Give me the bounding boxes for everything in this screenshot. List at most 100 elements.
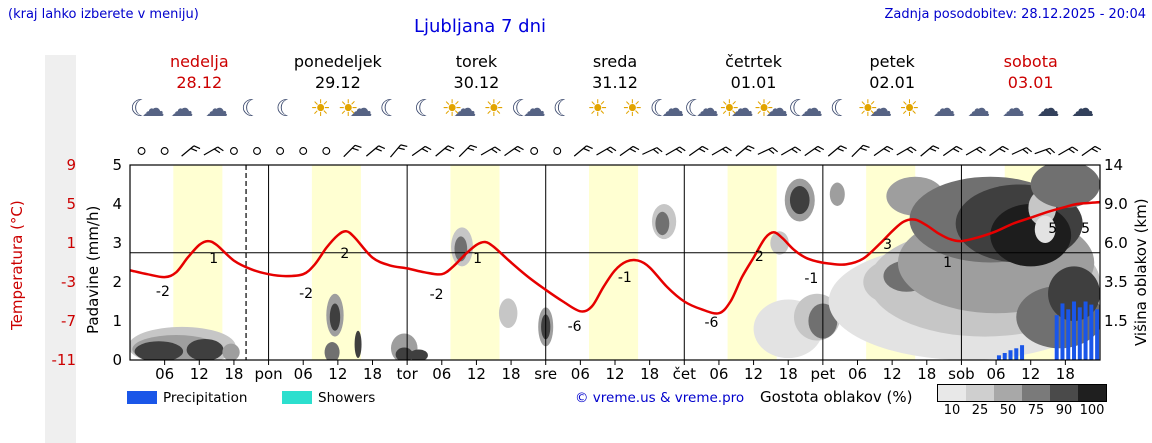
x-tick: sob bbox=[948, 365, 975, 383]
credit-link[interactable]: © vreme.us & vreme.pro bbox=[575, 390, 745, 406]
cloud-height-tick: 14 bbox=[1104, 156, 1124, 174]
wind-barb-icon bbox=[896, 146, 917, 156]
temp-tick: 1 bbox=[66, 234, 76, 252]
weather-icon-suncloud: ☀☁ bbox=[753, 96, 789, 122]
weather-icon-moon: ☾ bbox=[379, 96, 401, 122]
weather-icon-sun: ☀ bbox=[310, 96, 331, 122]
weather-icon-rain: ☁ bbox=[1036, 96, 1060, 122]
x-tick: 06 bbox=[986, 365, 1006, 383]
weather-icon-sun: ☀ bbox=[899, 96, 920, 122]
weather-icon-cloudmoon: ☾☁ bbox=[649, 96, 685, 122]
cloud-height-tick: 6.0 bbox=[1104, 234, 1128, 252]
wind-barb-icon bbox=[203, 146, 224, 156]
wind-barb-icon bbox=[1081, 145, 1102, 157]
weather-icon-cloudmoon: ☾☁ bbox=[511, 96, 546, 122]
x-tick: tor bbox=[396, 365, 418, 383]
cloud-layer bbox=[130, 165, 1100, 360]
x-tick: 12 bbox=[189, 365, 209, 383]
wind-barb-icon bbox=[1058, 146, 1079, 156]
temperature-value-label: -1 bbox=[804, 271, 818, 287]
wind-calm-icon bbox=[276, 147, 285, 155]
temperature-value-label: -6 bbox=[568, 319, 582, 335]
wind-barb-icon bbox=[827, 145, 847, 157]
plot-border bbox=[129, 164, 1101, 361]
cloud-density-label: Gostota oblakov (%) bbox=[760, 388, 913, 406]
weather-icon-moon: ☾ bbox=[829, 96, 851, 122]
wind-barb-icon bbox=[458, 144, 478, 158]
weather-icon-moon: ☾ bbox=[240, 96, 262, 122]
wind-barb-icon bbox=[920, 145, 940, 157]
wind-barb-icon bbox=[942, 145, 963, 157]
x-tick: 18 bbox=[917, 365, 937, 383]
day-date: 02.01 bbox=[869, 73, 916, 92]
wind-barb-icon bbox=[665, 146, 686, 156]
wind-barb-icon bbox=[596, 146, 617, 156]
x-tick: 18 bbox=[362, 365, 383, 383]
page-title: Ljubljana 7 dni bbox=[413, 16, 547, 37]
last-updated: Zadnja posodobitev: 28.12.2025 - 20:04 bbox=[884, 7, 1146, 22]
temperature-value-label: 2 bbox=[340, 246, 349, 262]
temperature-value-label: -2 bbox=[299, 286, 313, 302]
density-tick-label: 100 bbox=[1079, 403, 1105, 418]
weather-icon-cloud: ☁ bbox=[170, 96, 194, 122]
weather-icon-cloudmoon: ☾☁ bbox=[684, 96, 719, 122]
weather-icon-suncloud: ☀☁ bbox=[718, 96, 754, 122]
cloud-height-tick: 3.5 bbox=[1104, 273, 1128, 291]
wind-calm-icon bbox=[322, 147, 331, 155]
precipitation-legend-swatch bbox=[127, 391, 157, 404]
precip-tick: 2 bbox=[112, 273, 122, 291]
weather-icon-cloud: ☁ bbox=[1001, 96, 1025, 122]
day-date: 01.01 bbox=[730, 73, 777, 92]
x-tick: 06 bbox=[570, 365, 590, 383]
x-tick: 06 bbox=[847, 365, 868, 383]
wind-barb-icon bbox=[780, 146, 802, 156]
x-tick: 06 bbox=[155, 365, 175, 383]
temperature-value-label: 1 bbox=[473, 251, 482, 267]
wind-calm-icon bbox=[229, 147, 238, 155]
wind-barb-icon bbox=[1011, 147, 1033, 155]
density-swatch bbox=[938, 385, 966, 401]
density-tick-label: 90 bbox=[1055, 403, 1073, 418]
temp-tick: 9 bbox=[66, 156, 76, 174]
wind-barb-icon bbox=[757, 147, 778, 155]
weather-icon-cloudmoon: ☾☁ bbox=[130, 96, 165, 122]
x-tick: 18 bbox=[778, 365, 798, 383]
weather-icon-cloud: ☁ bbox=[205, 96, 229, 122]
density-tick-label: 25 bbox=[971, 403, 989, 418]
weather-icon-row: ☾☁ ☁ ☁ ☾ ☾ ☀ ☀☁ ☾ ☾ ☀☁ ☀ ☾☁ ☾ ☀ ☀ ☾☁ ☾☁ ☀☁ ☀☁ ☾☁ ☾ ☀☁ ☀ ☁ ☁ ☁ ☁ ☁ bbox=[0, 96, 1152, 138]
x-tick: 18 bbox=[1055, 365, 1075, 383]
wind-barb-icon bbox=[989, 145, 1009, 157]
x-tick: 12 bbox=[466, 365, 486, 383]
precip-tick: 1 bbox=[112, 312, 122, 330]
left-gutter-strip bbox=[45, 55, 76, 443]
weather-icon-moon: ☾ bbox=[275, 96, 297, 122]
weather-icon-rain: ☁ bbox=[1071, 96, 1095, 122]
day-name: petek bbox=[869, 52, 915, 71]
temperature-line bbox=[130, 200, 1100, 315]
weather-icon-sun: ☀ bbox=[483, 96, 505, 122]
day-name: sreda bbox=[592, 52, 638, 71]
wind-barb-icon bbox=[411, 145, 432, 157]
weather-icon-sun: ☀ bbox=[587, 96, 608, 122]
x-tick: čet bbox=[672, 365, 696, 383]
showers-legend-swatch bbox=[282, 391, 312, 404]
density-swatch bbox=[994, 385, 1022, 401]
day-name: ponedeljek bbox=[293, 52, 382, 71]
temperature-value-label: 3 bbox=[883, 237, 892, 253]
day-name: četrtek bbox=[725, 52, 782, 71]
x-tick: pet bbox=[810, 365, 836, 383]
wind-barb-icon bbox=[642, 147, 663, 155]
day-name: nedelja bbox=[169, 52, 229, 71]
weather-icon-moon: ☾ bbox=[552, 96, 574, 122]
day-date: 03.01 bbox=[1007, 73, 1054, 92]
temp-tick: 5 bbox=[66, 195, 76, 213]
day-date: 30.12 bbox=[453, 73, 500, 92]
wind-barb-icon bbox=[365, 145, 386, 157]
density-tick-label: 75 bbox=[1027, 403, 1045, 418]
weather-icon-cloud: ☁ bbox=[967, 96, 991, 122]
cloud-height-tick: 1.5 bbox=[1104, 312, 1128, 330]
precipitation-legend-label: Precipitation bbox=[163, 390, 248, 406]
weather-icon-suncloud: ☀☁ bbox=[857, 96, 893, 122]
x-tick: 12 bbox=[1021, 365, 1041, 383]
weather-icon-cloudmoon: ☾☁ bbox=[788, 96, 823, 122]
